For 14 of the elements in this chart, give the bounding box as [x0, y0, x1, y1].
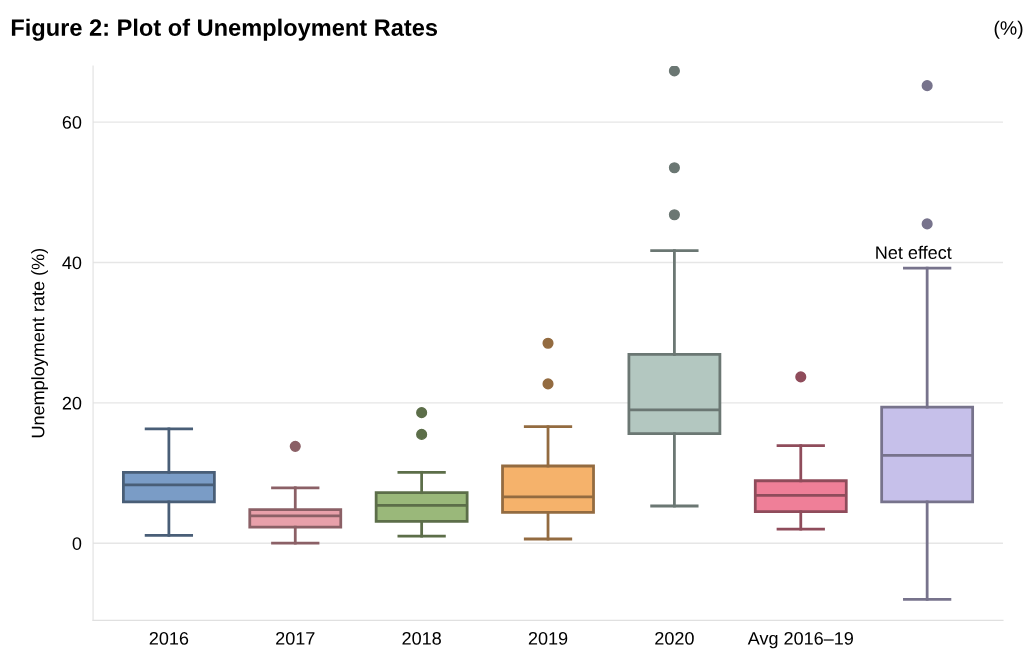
y-tick-label: 60	[62, 116, 82, 129]
x-tick-label: 2020	[655, 631, 694, 645]
y-axis-title: Unemployment rate (%)	[31, 248, 48, 438]
x-tick-label: 2017	[276, 631, 315, 645]
y-tick-label: 0	[72, 537, 82, 550]
y-tick-label: 20	[62, 396, 82, 410]
x-tick-label: 2016	[149, 631, 189, 645]
chart-title: Figure 2: Plot of Unemployment Rates	[11, 18, 438, 41]
y-tick-label: 40	[62, 256, 82, 270]
x-tick-label: Avg 2016–19	[747, 631, 853, 649]
text: (%)	[994, 20, 1023, 39]
annotation: Net effect	[876, 245, 952, 259]
x-tick-label: 2018	[402, 631, 441, 645]
x-tick-label: 2019	[528, 631, 568, 645]
